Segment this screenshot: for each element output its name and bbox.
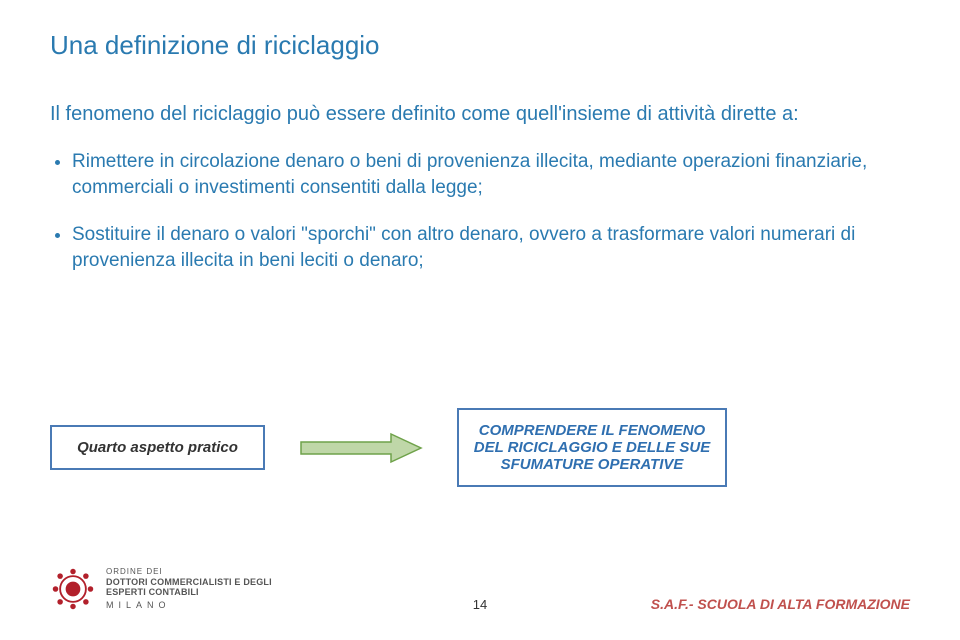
list-item: Sostituire il denaro o valori "sporchi" … [72,222,910,273]
arrow-icon [299,431,423,465]
right-summary-box: COMPRENDERE IL FENOMENO DEL RICICLAGGIO … [457,408,727,487]
footer-right-text: S.A.F.- SCUOLA DI ALTA FORMAZIONE [651,596,910,612]
footer: ORDINE DEI DOTTORI COMMERCIALISTI E DEGL… [50,566,910,612]
logo-icon [50,566,96,612]
logo-block: ORDINE DEI DOTTORI COMMERCIALISTI E DEGL… [50,566,272,612]
logo-line2: DOTTORI COMMERCIALISTI E DEGLI [106,577,272,588]
logo-milano: MILANO [106,600,272,611]
logo-line3: ESPERTI CONTABILI [106,587,272,598]
boxes-row: Quarto aspetto pratico COMPRENDERE IL FE… [50,408,910,487]
bullet-list: Rimettere in circolazione denaro o beni … [72,149,910,274]
page-number: 14 [473,597,487,612]
list-item: Rimettere in circolazione denaro o beni … [72,149,910,200]
slide-title: Una definizione di riciclaggio [50,30,910,61]
slide-subtitle: Il fenomeno del riciclaggio può essere d… [50,101,910,127]
left-summary-box: Quarto aspetto pratico [50,425,265,470]
logo-line1: ORDINE DEI [106,567,272,577]
slide: Una definizione di riciclaggio Il fenome… [0,0,960,640]
logo-text: ORDINE DEI DOTTORI COMMERCIALISTI E DEGL… [106,567,272,611]
